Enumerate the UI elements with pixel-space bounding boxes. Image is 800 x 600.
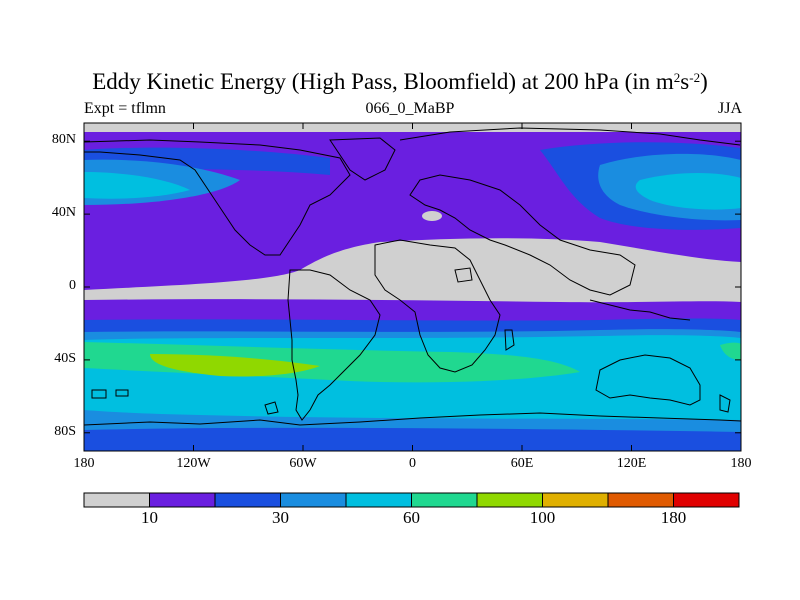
lat-tick-label: 40N [51,205,76,221]
lat-tick-label: 0 [69,278,76,293]
colorbar-label: 10 [141,508,158,527]
colorbar-swatch [607,492,674,508]
colorbar-swatch [476,492,543,508]
colorbar-swatch [83,492,150,508]
lat-tick-label: 80S [54,423,76,439]
colorbar-swatch [214,492,281,508]
lon-tick-label: 180 [730,456,752,471]
chart-title: Eddy Kinetic Energy (High Pass, Bloomfie… [92,69,708,94]
contour-fill [84,123,741,451]
colorbar-label: 100 [529,508,556,527]
lon-tick-label: 60E [510,456,534,471]
lon-tick-label: 180 [73,456,95,471]
coastlines [84,127,741,426]
colorbar-swatch [280,492,347,508]
colorbar-label: 60 [403,508,420,527]
colorbar-label: 180 [660,508,687,527]
lon-tick-label: 60W [289,456,317,471]
colorbar-swatch [345,492,412,508]
lon-tick-label: 120W [176,456,211,471]
colorbar-label: 30 [272,508,289,527]
lat-tick-label: 40S [54,350,76,366]
colorbar-swatch [149,492,216,508]
experiment-label: Expt = tflmn [84,100,166,117]
colorbar-swatch [673,492,740,508]
run-label: 066_0_MaBP [365,100,455,117]
colorbar-swatch [542,492,609,508]
season-label: JJA [717,100,742,117]
colorbar [83,492,740,508]
lat-tick-label: 80N [51,132,76,148]
colorbar-swatch [411,492,478,508]
lon-tick-label: 120E [616,456,647,471]
lon-tick-label: 0 [409,456,416,471]
